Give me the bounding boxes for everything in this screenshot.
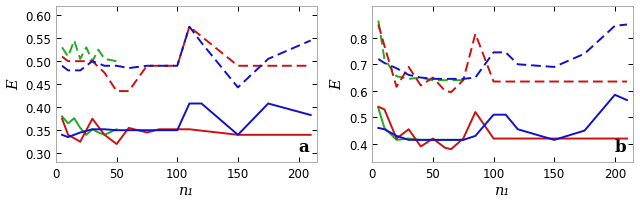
Text: a: a (298, 138, 309, 155)
Y-axis label: E: E (331, 80, 344, 90)
Y-axis label: E: E (7, 80, 21, 90)
X-axis label: n₁: n₁ (179, 183, 194, 197)
X-axis label: n₁: n₁ (495, 183, 510, 197)
Text: b: b (615, 138, 627, 155)
